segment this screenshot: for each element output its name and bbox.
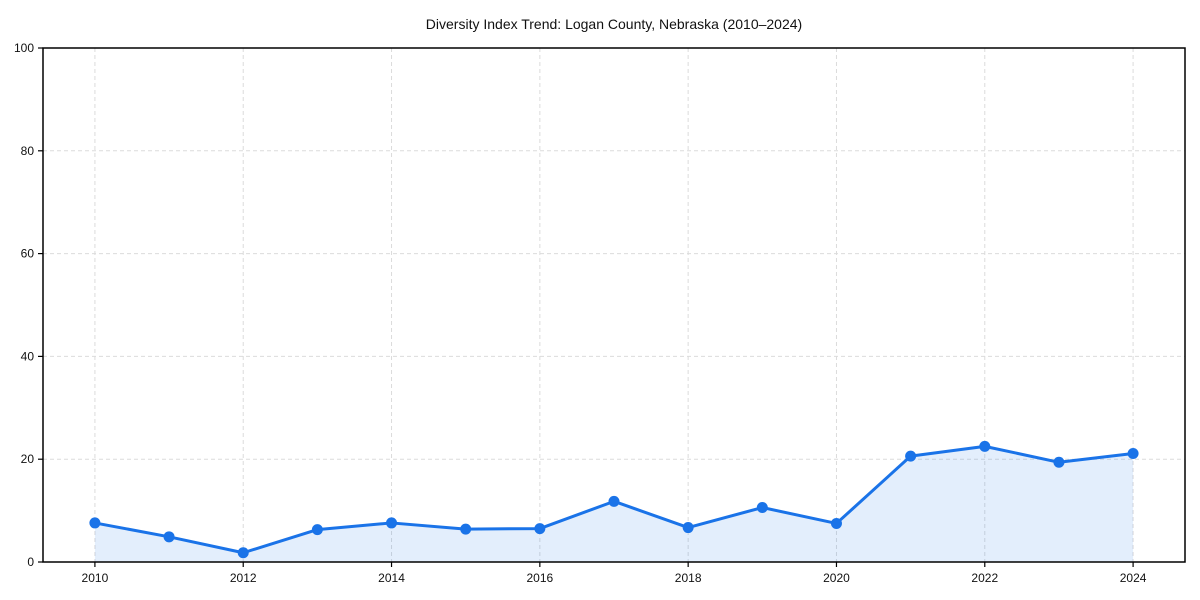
data-point-2014 [386,517,398,529]
data-point-2019 [756,502,768,514]
series-layer [89,440,1139,562]
axis-layer: 2010 2012 2014 2016 2018 2020 2022 2024 0 20 40 60 8… [14,41,1186,585]
data-point-2023 [1053,456,1065,468]
data-point-2022 [979,440,991,452]
chart-title: Diversity Index Trend: Logan County, Neb… [426,16,802,32]
data-point-2013 [311,524,323,536]
x-tick-label: 2012 [230,571,257,585]
data-point-2024 [1127,448,1139,460]
y-tick-label: 100 [14,41,34,55]
data-point-2016 [534,523,546,535]
data-point-2012 [237,547,249,559]
data-point-2011 [163,531,175,543]
y-tick-label: 0 [27,555,34,569]
y-tick-label: 20 [21,452,35,466]
y-tick-label: 80 [21,144,35,158]
data-point-2021 [905,450,917,462]
x-tick-label: 2024 [1120,571,1147,585]
data-point-2017 [608,495,620,507]
plot-border [42,47,1186,563]
x-tick-label: 2022 [971,571,998,585]
y-tick-label: 40 [21,349,35,363]
x-tick-label: 2020 [823,571,850,585]
grid-layer [43,48,1185,562]
data-point-2015 [460,523,472,535]
x-tick-label: 2016 [526,571,553,585]
x-tick-label: 2018 [675,571,702,585]
x-tick-label: 2010 [82,571,109,585]
y-tick-label: 60 [21,247,35,261]
data-point-2010 [89,517,101,529]
data-point-2020 [830,517,842,529]
x-tick-label: 2014 [378,571,405,585]
data-point-2018 [682,522,694,534]
